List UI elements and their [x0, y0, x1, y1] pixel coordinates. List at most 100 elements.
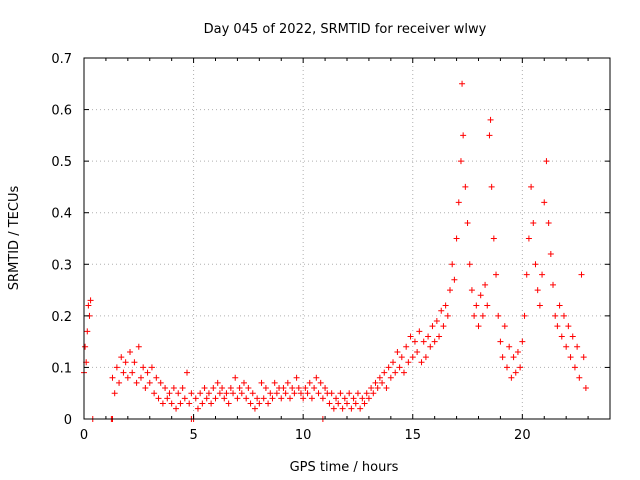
data-point [348, 405, 355, 412]
data-point [569, 333, 576, 340]
data-point [212, 395, 219, 402]
data-point [254, 395, 261, 402]
data-point [214, 379, 221, 386]
data-point [444, 312, 451, 319]
data-point [567, 354, 574, 361]
data-point [433, 318, 440, 325]
data-point [530, 220, 537, 227]
data-point [256, 400, 263, 407]
data-point [484, 302, 491, 309]
grid-layer [84, 58, 610, 419]
data-point [427, 343, 434, 350]
data-point [317, 379, 324, 386]
data-point [420, 338, 427, 345]
data-point [346, 390, 353, 397]
chart-title: Day 045 of 2022, SRMTID for receiver wlw… [204, 22, 487, 37]
x-tick-label: 5 [189, 428, 197, 443]
data-point [287, 395, 294, 402]
data-point [131, 359, 138, 366]
data-point [436, 333, 443, 340]
data-point [381, 369, 388, 376]
data-point [297, 390, 304, 397]
data-point [240, 379, 247, 386]
data-point [379, 379, 386, 386]
data-point [84, 328, 91, 335]
data-point [374, 385, 381, 392]
data-point [560, 312, 567, 319]
data-point [576, 374, 583, 381]
data-point [565, 323, 572, 330]
data-point [302, 385, 309, 392]
data-point [227, 385, 234, 392]
data-point [449, 261, 456, 268]
data-point [142, 385, 149, 392]
y-tick-label: 0.5 [51, 155, 72, 170]
data-point [403, 343, 410, 350]
data-point [383, 385, 390, 392]
data-point [429, 323, 436, 330]
data-point [438, 307, 445, 314]
y-axis-label: SRMTID / TECUs [7, 186, 22, 291]
data-point [133, 379, 140, 386]
data-point [396, 364, 403, 371]
data-point [390, 359, 397, 366]
data-point [197, 390, 204, 397]
data-point [475, 323, 482, 330]
data-point [359, 395, 366, 402]
data-point [460, 132, 467, 139]
data-point [319, 395, 326, 402]
data-point [194, 405, 201, 412]
data-point [306, 379, 313, 386]
data-point [490, 235, 497, 242]
data-point [501, 323, 508, 330]
data-point [453, 235, 460, 242]
data-point [262, 385, 269, 392]
data-point [146, 379, 153, 386]
data-point [525, 235, 532, 242]
data-point [486, 132, 493, 139]
data-point [536, 302, 543, 309]
data-point [201, 385, 208, 392]
data-point [363, 390, 370, 397]
data-point [556, 302, 563, 309]
data-point [124, 374, 131, 381]
data-point [528, 183, 535, 190]
data-point [457, 158, 464, 165]
data-point [394, 348, 401, 355]
x-tick-label: 20 [514, 428, 531, 443]
data-point [510, 354, 517, 361]
data-point [151, 390, 158, 397]
data-point [554, 323, 561, 330]
data-point [519, 338, 526, 345]
data-point [223, 390, 230, 397]
data-point [468, 287, 475, 294]
y-tick-label: 0.2 [51, 310, 72, 325]
data-point [260, 395, 267, 402]
data-point [545, 220, 552, 227]
data-point [205, 390, 212, 397]
data-point [392, 369, 399, 376]
data-point [166, 390, 173, 397]
data-point [521, 312, 528, 319]
data-point [464, 220, 471, 227]
data-point [473, 302, 480, 309]
data-point [82, 343, 89, 350]
data-point [278, 395, 285, 402]
data-point [407, 333, 414, 340]
data-point [425, 333, 432, 340]
y-tick-label: 0 [64, 413, 72, 428]
data-point [192, 395, 199, 402]
data-point [462, 183, 469, 190]
data-point [109, 374, 116, 381]
data-point [508, 374, 515, 381]
data-point [368, 385, 375, 392]
data-point [284, 379, 291, 386]
data-point [350, 395, 357, 402]
data-point [365, 395, 372, 402]
data-point [493, 271, 500, 278]
data-point [289, 385, 296, 392]
data-point [514, 348, 521, 355]
data-point [354, 390, 361, 397]
data-point [337, 390, 344, 397]
